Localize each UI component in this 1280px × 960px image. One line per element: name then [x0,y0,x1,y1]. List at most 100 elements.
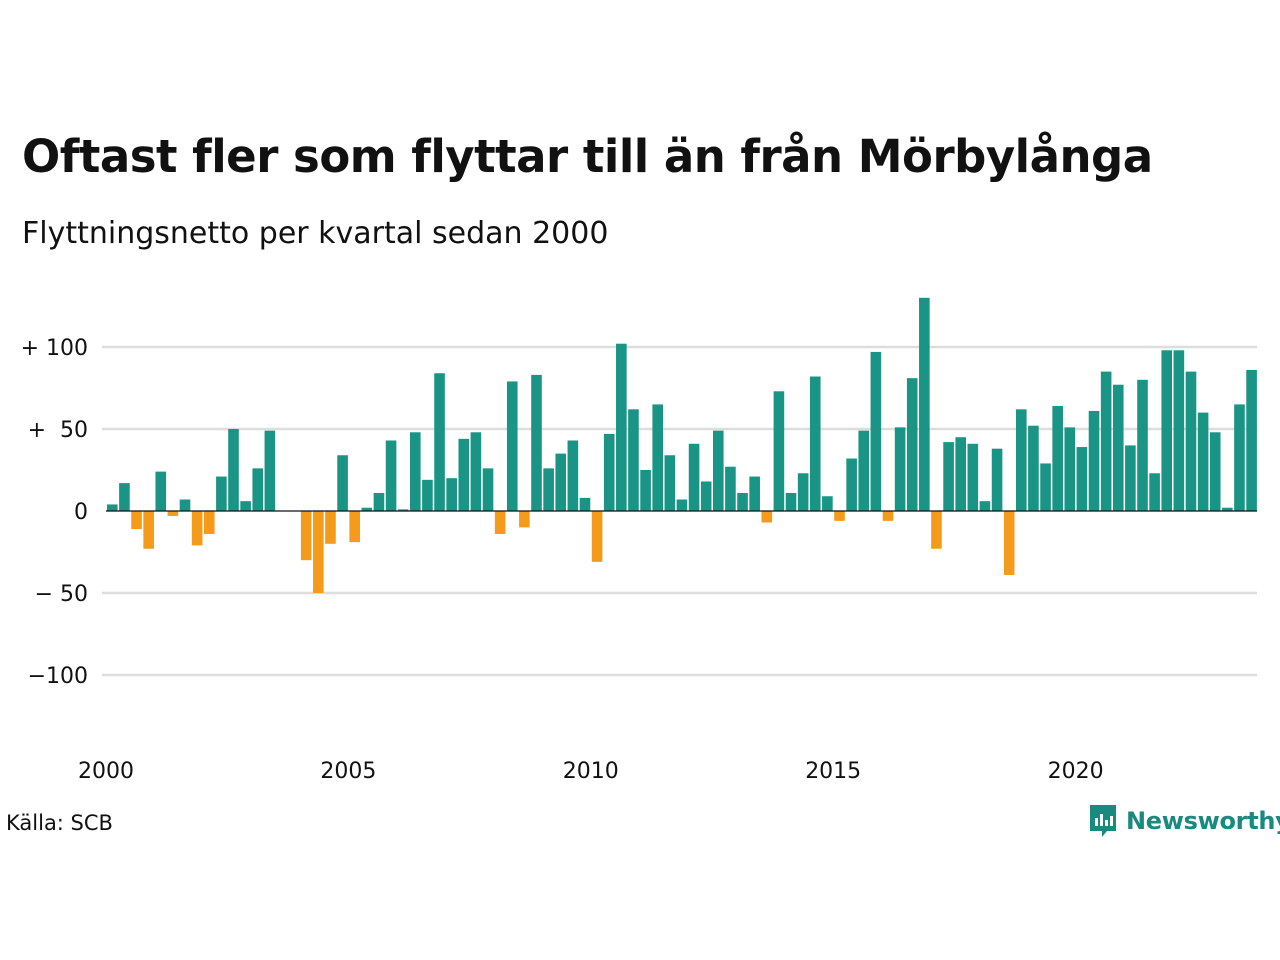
bar [228,429,239,511]
bar [943,442,954,511]
x-tick-label: 2005 [320,759,376,784]
y-tick-label: 0 [74,500,88,525]
bar [494,511,506,534]
bar [579,497,591,511]
bar [616,343,627,511]
bar [470,432,482,511]
bar [1052,406,1063,511]
bar [131,511,142,530]
bar [846,458,857,511]
bar [373,492,385,511]
x-axis-tick-labels: 2000 2005 2010 2015 2020 [78,759,1104,784]
bar [1173,350,1185,511]
y-tick-label: + 50 [28,418,88,443]
bar [519,511,530,528]
bar [1028,425,1039,511]
brand-logo[interactable]: Newsworthy [1088,803,1280,839]
bar [349,511,360,543]
bar [725,466,736,511]
bar [822,496,833,511]
bar [700,481,712,511]
bar [482,468,494,511]
y-axis-tick-labels: + 100 + 50 0 − 50 −100 [21,336,88,689]
bar [1149,473,1160,511]
bar [834,511,845,521]
bar [385,440,397,511]
bar [1197,412,1209,511]
bar [676,499,688,511]
bars [107,297,1257,593]
bar [640,470,651,511]
bar [591,511,603,562]
bar [1246,369,1257,511]
bar [1125,445,1136,511]
bar [216,476,227,511]
brand-name: Newsworthy [1126,807,1280,835]
bar [555,453,567,511]
bar [410,432,421,511]
bar [300,511,312,561]
bar [882,511,894,521]
bar [325,511,336,544]
bar [1185,371,1197,511]
bar [1016,409,1027,511]
bar [337,455,348,511]
bar [107,504,118,511]
bar [1161,350,1173,511]
bar [567,440,579,511]
y-tick-label: − 50 [35,582,88,607]
bar [313,511,324,593]
bar [991,448,1003,511]
bar [1234,404,1245,511]
y-tick-label: + 100 [21,336,88,361]
x-tick-label: 2020 [1048,759,1104,784]
bar [919,297,930,511]
bar [458,438,470,511]
bar [203,511,215,534]
source-note: Källa: SCB [6,811,113,835]
chart-title: Oftast fler som flyttar till än från Mör… [22,130,1153,183]
bar [167,511,179,516]
bar [1100,371,1112,511]
bar [434,373,445,511]
bar [773,391,785,511]
bar [143,511,154,549]
bar [240,501,251,511]
bar [967,443,979,511]
bar [858,430,870,511]
bar [761,511,773,523]
bar [1040,463,1051,511]
bar [870,351,882,511]
bar [1137,379,1148,511]
bar [931,511,942,549]
bar [1003,511,1015,575]
bar [749,476,760,511]
bar [713,430,724,511]
bar [1222,507,1233,511]
bar [737,492,748,511]
bar [652,404,663,511]
bar [1064,427,1076,511]
bar [252,468,264,511]
x-tick-label: 2000 [78,759,134,784]
bar [628,409,639,511]
bar [894,427,906,511]
x-tick-label: 2010 [563,759,619,784]
bar [397,509,409,511]
bar [906,378,918,511]
bar [531,374,542,511]
newsworthy-logo-icon [1090,805,1116,837]
bar [1209,432,1221,511]
bar [1112,384,1124,511]
bar [422,479,433,511]
bar [264,430,276,511]
bar [155,471,167,511]
bar [506,381,518,511]
bar [191,511,203,546]
bar [664,455,676,511]
bar [955,437,966,511]
bar [797,473,809,511]
bar [446,478,457,511]
bar-chart: + 100 + 50 0 − 50 −100 2000 2005 2010 2015 2020 [21,297,1257,784]
chart-subtitle: Flyttningsnetto per kvartal sedan 2000 [22,216,609,251]
